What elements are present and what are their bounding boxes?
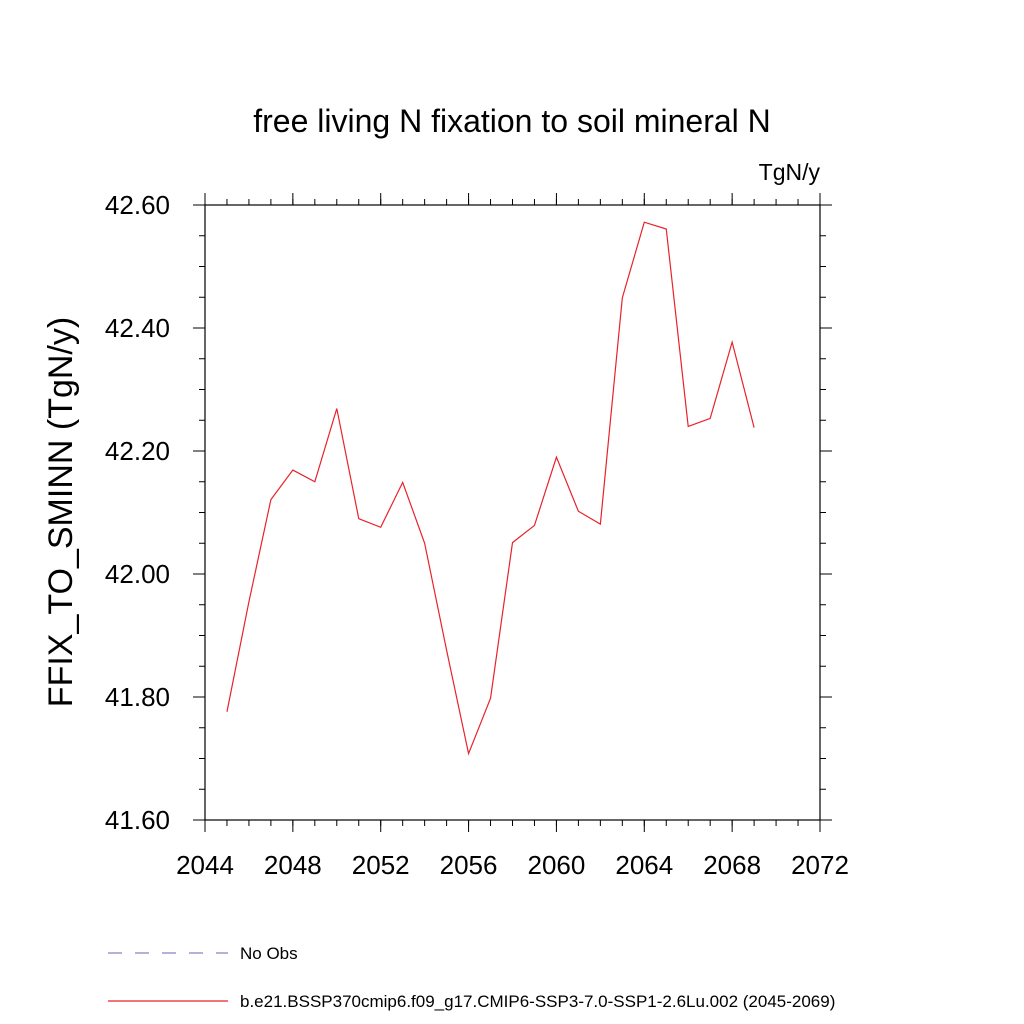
x-tick-label: 2056 — [440, 850, 498, 880]
minor-ticks — [199, 199, 826, 826]
y-tick-labels: 41.60 41.80 42.00 42.20 42.40 42.60 — [105, 190, 170, 835]
series-line — [226, 221, 755, 756]
y-tick-label: 41.60 — [105, 805, 170, 835]
x-tick-label: 2052 — [352, 850, 410, 880]
x-tick-label: 2064 — [615, 850, 673, 880]
x-tick-label: 2044 — [176, 850, 234, 880]
y-tick-label: 42.40 — [105, 313, 170, 343]
legend: No Obs b.e21.BSSP370cmip6.f09_g17.CMIP6-… — [108, 944, 835, 1011]
x-tick-label: 2072 — [791, 850, 849, 880]
y-tick-label: 42.00 — [105, 559, 170, 589]
major-ticks — [193, 193, 832, 832]
y-tick-label: 42.20 — [105, 436, 170, 466]
y-tick-label: 42.60 — [105, 190, 170, 220]
plot-frame — [204, 204, 821, 821]
legend-no-obs-label: No Obs — [240, 944, 298, 963]
legend-model-label: b.e21.BSSP370cmip6.f09_g17.CMIP6-SSP3-7.… — [240, 992, 835, 1011]
x-tick-labels: 2044 2048 2052 2056 2060 2064 2068 2072 — [176, 850, 849, 880]
chart-title: free living N fixation to soil mineral N — [253, 103, 771, 139]
x-tick-label: 2068 — [703, 850, 761, 880]
series-layer — [226, 221, 755, 756]
x-tick-label: 2048 — [264, 850, 322, 880]
units-label: TgN/y — [759, 159, 821, 185]
x-tick-label: 2060 — [528, 850, 586, 880]
y-tick-label: 41.80 — [105, 682, 170, 712]
y-axis-label: FFIX_TO_SMINN (TgN/y) — [42, 317, 80, 707]
